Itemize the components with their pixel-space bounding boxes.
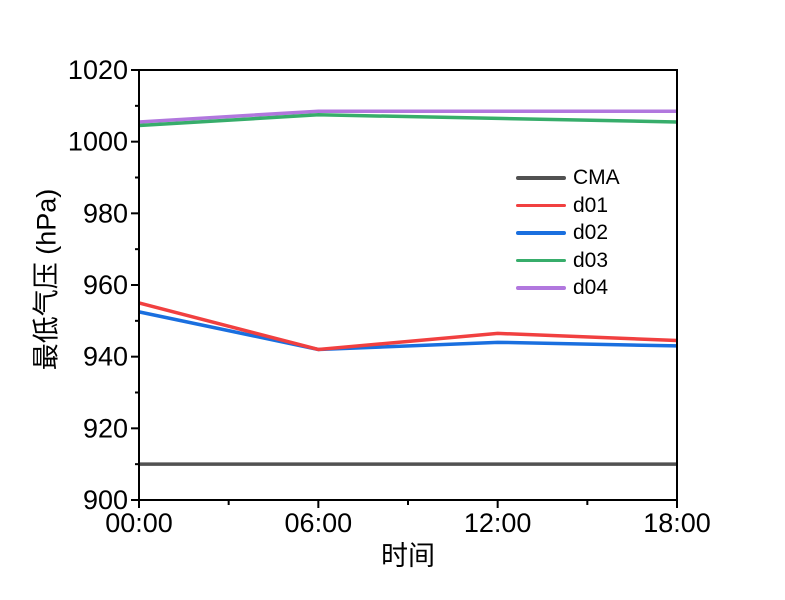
legend-item-d01: d01 — [516, 192, 620, 220]
y-tick-label: 980 — [83, 198, 128, 228]
series-line-d04 — [138, 109, 677, 124]
legend-label-d03: d03 — [573, 248, 609, 272]
series-line-d02 — [138, 310, 678, 352]
x-tick-label: 12:00 — [464, 508, 532, 538]
legend-label-d01: d01 — [573, 193, 609, 217]
x-tick-label: 18:00 — [643, 508, 711, 538]
series-line-d03 — [138, 113, 678, 128]
legend-line-swatch-d03 — [516, 258, 566, 262]
y-tick-label: 900 — [83, 485, 128, 515]
plot-border — [138, 69, 678, 501]
y-tick-label: 940 — [83, 342, 128, 372]
legend-line-swatch-CMA — [516, 176, 566, 180]
y-axis-label: 最低气压 (hPa) — [31, 188, 62, 371]
y-tick-label: 1020 — [68, 55, 128, 85]
x-axis-label: 时间 — [381, 541, 435, 571]
legend-line-swatch-d04 — [516, 286, 566, 290]
legend: CMA d01 d02 d03 d04 — [516, 164, 620, 302]
legend-label-CMA: CMA — [573, 166, 620, 190]
y-tick-label: 920 — [83, 413, 128, 443]
legend-item-CMA: CMA — [516, 164, 620, 192]
legend-line-swatch-d01 — [516, 203, 566, 207]
y-tick-label: 960 — [83, 270, 128, 300]
series-line-d01 — [138, 301, 678, 352]
legend-label-d02: d02 — [573, 221, 609, 245]
legend-label-d04: d04 — [573, 276, 609, 300]
x-tick-label: 00:00 — [105, 508, 173, 538]
legend-item-d02: d02 — [516, 219, 620, 247]
y-tick-label: 1000 — [68, 127, 128, 157]
legend-item-d04: d04 — [516, 274, 620, 302]
legend-item-d03: d03 — [516, 247, 620, 275]
legend-line-swatch-d02 — [516, 231, 566, 235]
x-tick-label: 06:00 — [285, 508, 353, 538]
